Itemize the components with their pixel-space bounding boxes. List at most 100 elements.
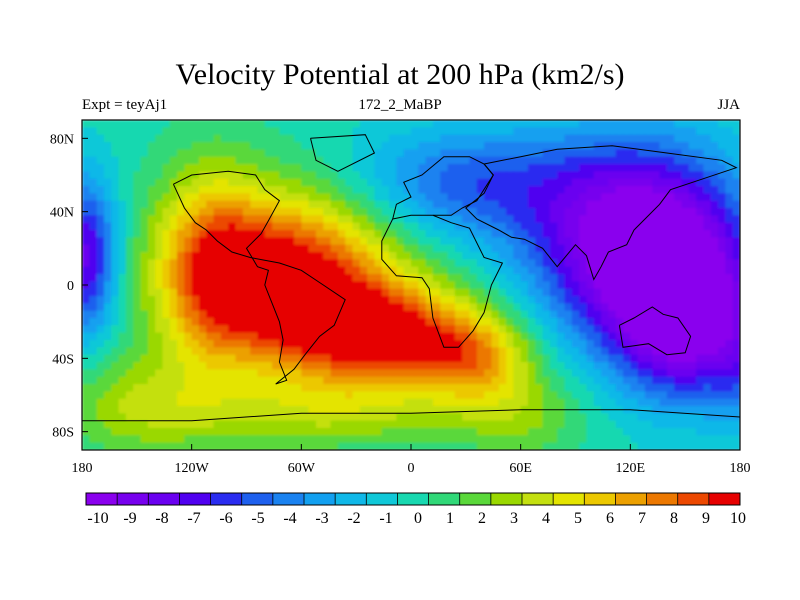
field-cell: [359, 318, 368, 326]
field-cell: [162, 442, 171, 450]
field-cell: [272, 398, 280, 407]
field-cell: [228, 435, 237, 444]
field-cell: [644, 230, 653, 238]
field-cell: [498, 340, 507, 348]
field-cell: [140, 156, 149, 165]
field-cell: [184, 237, 193, 246]
field-cell: [213, 362, 222, 370]
field-cell: [608, 354, 617, 363]
field-cell: [140, 266, 149, 275]
field-cell: [469, 178, 478, 187]
field-cell: [469, 281, 478, 290]
field-cell: [82, 230, 90, 238]
field-cell: [557, 435, 566, 444]
field-cell: [608, 274, 617, 282]
field-cell: [666, 266, 675, 275]
field-cell: [220, 347, 229, 356]
field-cell: [257, 200, 266, 209]
field-cell: [220, 193, 229, 202]
field-cell: [506, 428, 514, 436]
field-cell: [103, 120, 112, 128]
field-cell: [374, 230, 383, 238]
field-cell: [294, 303, 302, 312]
field-cell: [696, 288, 705, 297]
field-cell: [469, 142, 478, 150]
field-cell: [155, 120, 164, 128]
field-cell: [294, 288, 302, 297]
field-cell: [571, 237, 580, 246]
field-cell: [674, 186, 683, 194]
field-cell: [637, 193, 646, 202]
field-cell: [286, 134, 295, 143]
field-cell: [184, 244, 193, 253]
field-cell: [718, 142, 726, 150]
colorbar-label: -9: [123, 510, 136, 527]
field-cell: [315, 252, 324, 260]
field-cell: [549, 266, 558, 275]
field-cell: [140, 208, 149, 216]
field-cell: [710, 340, 719, 348]
field-cell: [242, 186, 251, 194]
field-cell: [228, 266, 237, 275]
field-cell: [213, 164, 222, 172]
field-cell: [593, 193, 602, 202]
field-cell: [542, 310, 551, 319]
field-cell: [564, 362, 573, 370]
field-cell: [688, 156, 697, 165]
field-cell: [133, 428, 142, 436]
field-cell: [359, 442, 368, 450]
field-cell: [432, 230, 441, 238]
field-cell: [111, 391, 120, 400]
field-cell: [710, 296, 719, 304]
field-cell: [506, 347, 514, 356]
field-cell: [301, 384, 310, 392]
field-cell: [198, 310, 207, 319]
field-cell: [330, 266, 339, 275]
field-cell: [549, 428, 558, 436]
field-cell: [520, 369, 529, 378]
field-cell: [498, 127, 507, 136]
field-cell: [389, 442, 397, 450]
field-cell: [659, 413, 668, 422]
field-cell: [710, 215, 719, 224]
field-cell: [476, 142, 485, 150]
field-cell: [323, 274, 332, 282]
field-cell: [564, 193, 573, 202]
field-cell: [308, 244, 317, 253]
field-cell: [542, 156, 551, 165]
field-cell: [447, 142, 456, 150]
field-cell: [615, 296, 624, 304]
field-cell: [586, 200, 595, 209]
field-cell: [476, 208, 485, 216]
field-cell: [323, 362, 332, 370]
field-cell: [330, 134, 339, 143]
field-cell: [513, 369, 522, 378]
field-cell: [418, 442, 427, 450]
field-cell: [652, 193, 661, 202]
field-cell: [162, 413, 171, 422]
field-cell: [411, 171, 419, 180]
field-cell: [469, 296, 478, 304]
field-cell: [294, 340, 302, 348]
field-cell: [213, 318, 222, 326]
field-cell: [184, 186, 193, 194]
field-cell: [513, 281, 522, 290]
field-cell: [703, 134, 712, 143]
field-cell: [308, 164, 317, 172]
field-cell: [644, 134, 653, 143]
field-cell: [630, 413, 639, 422]
field-cell: [623, 215, 631, 224]
field-cell: [301, 354, 310, 363]
field-cell: [593, 149, 602, 158]
field-cell: [396, 274, 405, 282]
field-cell: [389, 428, 397, 436]
field-cell: [652, 156, 661, 165]
field-cell: [571, 303, 580, 312]
field-cell: [177, 120, 185, 128]
field-cell: [242, 281, 251, 290]
field-cell: [345, 318, 354, 326]
field-cell: [89, 222, 98, 231]
field-cell: [367, 230, 376, 238]
field-cell: [564, 296, 573, 304]
field-cell: [586, 120, 595, 128]
